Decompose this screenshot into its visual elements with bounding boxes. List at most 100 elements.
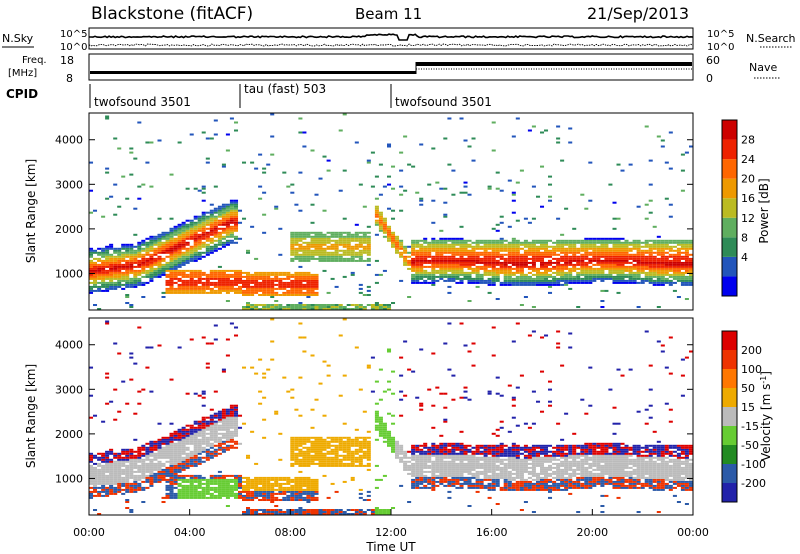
velocity-cell <box>306 436 311 439</box>
power-cell <box>205 291 210 294</box>
power-cell <box>262 273 267 276</box>
velocity-cell <box>209 420 214 423</box>
velocity-cell <box>89 492 94 495</box>
power-cell <box>189 237 194 240</box>
power-cell <box>197 243 202 246</box>
power-cell <box>129 259 134 262</box>
velocity-cell <box>290 480 295 483</box>
power-cell <box>133 285 138 288</box>
power-cell <box>459 269 464 272</box>
velocity-cell <box>238 484 243 487</box>
power-cell <box>266 306 271 309</box>
power-cell <box>205 215 210 218</box>
power-cell <box>234 201 239 204</box>
power-cell <box>487 247 492 250</box>
power-cell <box>378 308 383 311</box>
power-cell <box>201 231 206 234</box>
power-cell <box>403 261 408 264</box>
power-cell <box>254 289 259 292</box>
power-cell <box>596 271 601 274</box>
power-cell <box>173 275 178 278</box>
velocity-cell <box>266 496 271 499</box>
power-cell <box>491 149 496 152</box>
power-cell <box>415 251 420 254</box>
velocity-cell <box>318 452 323 455</box>
velocity-cell <box>185 496 190 499</box>
power-cell <box>109 245 114 248</box>
power-cell <box>157 265 162 268</box>
power-cell <box>632 273 637 276</box>
velocity-cell <box>213 420 218 423</box>
power-cell <box>290 304 295 307</box>
power-cell <box>97 277 102 280</box>
power-cell <box>185 243 190 246</box>
power-cell <box>129 283 134 286</box>
power-cell <box>330 277 335 280</box>
power-cell <box>552 283 557 286</box>
power-cell <box>238 291 243 294</box>
velocity-cell <box>274 480 279 483</box>
power-cell <box>656 245 661 248</box>
freq-trace-part1 <box>90 71 416 74</box>
power-cell <box>431 249 436 252</box>
power-cell <box>149 265 154 268</box>
power-cell <box>523 261 528 264</box>
power-cell <box>378 229 383 232</box>
power-cell <box>560 269 565 272</box>
power-cell <box>672 245 677 248</box>
velocity-cell <box>338 334 343 337</box>
power-cell <box>676 241 681 244</box>
power-cell <box>552 261 557 264</box>
velocity-cell <box>173 460 178 463</box>
power-cell <box>580 239 585 242</box>
power-cell <box>612 281 617 284</box>
power-cell <box>459 117 464 120</box>
power-cell <box>568 271 573 274</box>
velocity-cell <box>326 364 331 367</box>
velocity-cell <box>354 440 359 443</box>
velocity-cell <box>165 484 170 487</box>
velocity-cell <box>382 424 387 427</box>
velocity-cell <box>310 494 315 497</box>
velocity-cell <box>193 464 198 467</box>
power-cell <box>616 281 621 284</box>
power-cell <box>475 277 480 280</box>
velocity-cell <box>378 416 383 419</box>
power-cell <box>213 209 218 212</box>
power-cell <box>354 233 359 236</box>
power-cell <box>181 279 186 282</box>
power-cell <box>572 227 577 230</box>
power-cell <box>431 267 436 270</box>
velocity-cell <box>105 494 110 497</box>
power-cell <box>491 239 496 242</box>
power-cell <box>491 279 496 282</box>
velocity-cell <box>153 468 158 471</box>
velocity-cell <box>213 450 218 453</box>
power-cell <box>552 253 557 256</box>
power-cell <box>544 249 549 252</box>
power-cell <box>117 281 122 284</box>
power-cell <box>362 251 367 254</box>
velocity-cell <box>318 436 323 439</box>
power-cell <box>221 281 226 284</box>
velocity-cell <box>229 444 234 447</box>
velocity-cell <box>286 490 291 493</box>
power-cell <box>354 239 359 242</box>
power-cell <box>572 253 577 256</box>
power-cell <box>511 241 516 244</box>
power-cell <box>455 247 460 250</box>
velocity-cell <box>209 438 214 441</box>
power-cell <box>270 304 275 307</box>
power-cell <box>302 304 307 307</box>
power-cell <box>157 249 162 252</box>
velocity-cell <box>374 426 379 429</box>
power-cell <box>431 263 436 266</box>
velocity-cell <box>358 509 363 512</box>
power-cell <box>318 239 323 242</box>
velocity-cell <box>113 460 118 463</box>
power-cell <box>129 281 134 284</box>
velocity-cell <box>322 460 327 463</box>
power-cell <box>431 273 436 276</box>
power-cell <box>616 245 621 248</box>
power-cell <box>584 279 589 282</box>
